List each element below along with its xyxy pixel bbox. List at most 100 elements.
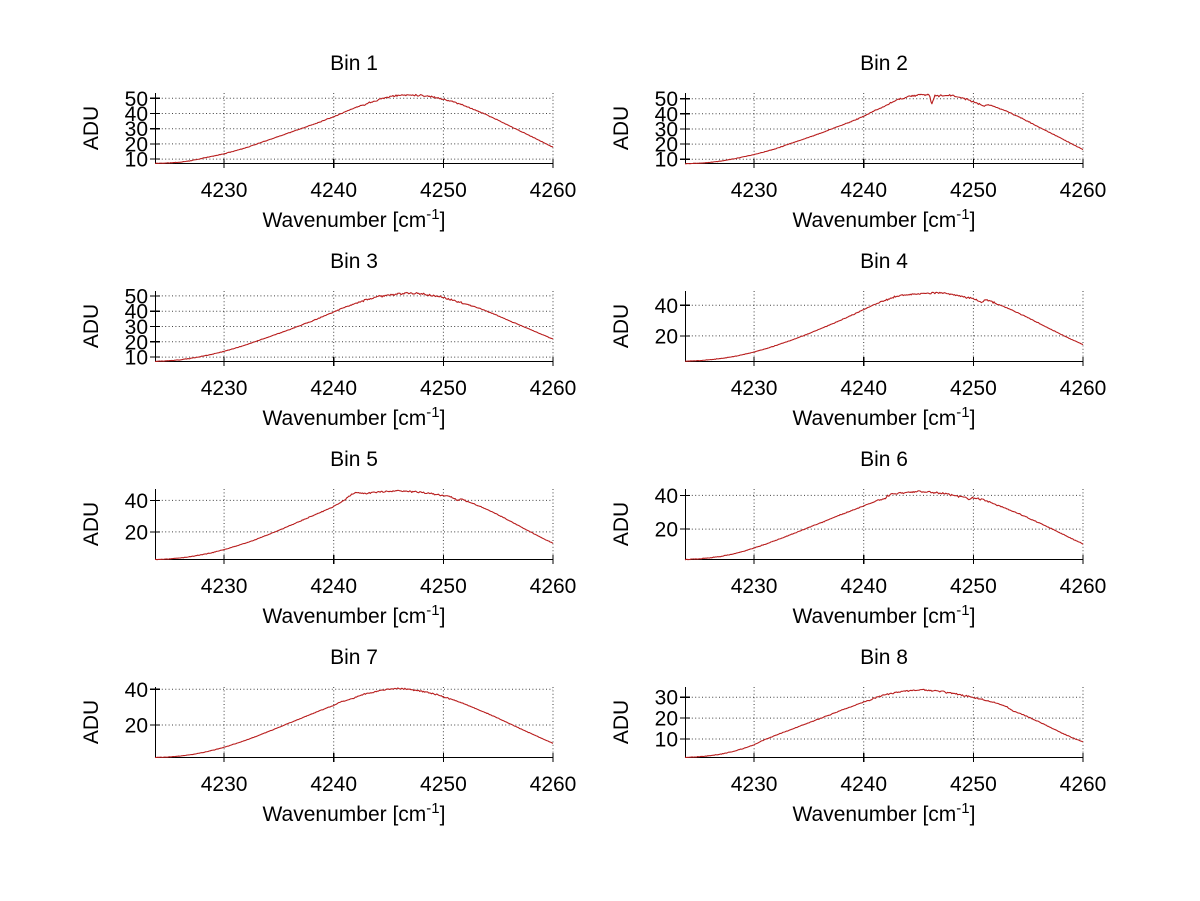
x-axis-label-text: Wavenumber [cm [262, 605, 427, 628]
y-tick-label: 20 [655, 325, 678, 348]
spectrum-line [154, 291, 554, 363]
x-tick-label: 4250 [420, 773, 467, 796]
y-tick-label: 10 [655, 149, 678, 172]
y-tick-label: 20 [655, 519, 678, 542]
x-tick-label: 4240 [310, 773, 357, 796]
x-tick-label: 4250 [420, 179, 467, 202]
x-axis-label-superscript: -1 [956, 206, 970, 223]
x-axis-label-text: Wavenumber [cm [792, 407, 957, 430]
x-tick-label: 4260 [530, 179, 577, 202]
y-tick-label: 20 [655, 708, 678, 731]
x-tick-label: 4250 [950, 179, 997, 202]
subplot-title: Bin 3 [330, 250, 378, 273]
x-axis-label-suffix: ] [439, 803, 446, 826]
y-axis-label: ADU [80, 303, 103, 349]
subplot-bin-6: Bin 6 ADU 20 40 4230 4240 4250 4260 Wavenumbe… [610, 448, 1106, 628]
subplot-title: Bin 7 [330, 646, 378, 669]
y-tick-label: 10 [125, 149, 148, 172]
x-tick-label: 4240 [840, 377, 887, 400]
x-axis-label: Wavenumber [cm-1] [685, 603, 1083, 629]
y-tick-label: 40 [655, 103, 678, 126]
x-tick-label: 4230 [201, 773, 248, 796]
plot-area: 20 40 4230 4240 4250 4260 [125, 489, 576, 598]
y-tick-label: 30 [125, 118, 148, 141]
y-axis-label: ADU [610, 303, 633, 349]
y-tick-label: 40 [655, 295, 678, 318]
x-axis-label-suffix: ] [439, 407, 446, 430]
subplot-bin-1: Bin 1 ADU 10 20 30 40 50 4230 4240 4250 4260 Wav… [80, 52, 577, 232]
subplot-bin-7: Bin 7 ADU 20 40 4230 4240 4250 4260 Wavenumbe… [80, 646, 576, 826]
y-axis-label: ADU [610, 699, 633, 745]
x-axis-label-suffix: ] [969, 407, 976, 430]
x-tick-label: 4250 [950, 773, 997, 796]
subplot-title: Bin 1 [330, 52, 378, 75]
subplot-bin-3: Bin 3 ADU 10 20 30 40 50 4230 4240 4250 4260 Wav… [80, 250, 577, 430]
x-axis-label: Wavenumber [cm-1] [685, 800, 1083, 827]
spectrum-line [685, 291, 1084, 362]
x-tick-label: 4230 [201, 575, 248, 598]
y-tick-label: 20 [125, 331, 148, 354]
subplot-bin-5: Bin 5 ADU 20 40 4230 4240 4250 4260 Wavenumbe… [80, 448, 576, 628]
subplot-bin-4: Bin 4 ADU 20 40 4230 4240 4250 4260 Wavenumbe… [610, 250, 1106, 430]
x-axis-label-text: Wavenumber [cm [262, 209, 427, 232]
subplot-title: Bin 5 [330, 448, 378, 471]
spectrum-line [684, 490, 1084, 561]
x-axis-label-suffix: ] [439, 605, 446, 628]
x-axis-label-suffix: ] [439, 209, 446, 232]
subplot-title: Bin 8 [860, 646, 908, 669]
x-axis-label-superscript: -1 [426, 800, 440, 817]
y-tick-label: 30 [125, 316, 148, 339]
y-tick-label: 30 [655, 687, 678, 710]
x-axis-label-superscript: -1 [956, 800, 970, 817]
y-axis-label: ADU [610, 105, 633, 151]
subplot-bin-8: Bin 8 ADU 10 20 30 4230 4240 4250 4260 Wavenum… [610, 646, 1107, 826]
y-tick-label: 20 [125, 521, 148, 544]
y-tick-label: 40 [655, 485, 678, 508]
y-axis-label: ADU [80, 699, 103, 745]
x-tick-label: 4250 [420, 377, 467, 400]
x-tick-label: 4230 [731, 773, 778, 796]
x-tick-label: 4250 [950, 377, 997, 400]
x-axis-label: Wavenumber [cm-1] [155, 800, 553, 827]
x-axis-label-superscript: -1 [956, 404, 970, 421]
x-axis-label-superscript: -1 [426, 206, 440, 223]
x-tick-label: 4260 [530, 773, 577, 796]
y-tick-label: 50 [655, 88, 678, 111]
x-tick-label: 4240 [310, 575, 357, 598]
x-tick-label: 4260 [1060, 377, 1107, 400]
subplot-bin-2: Bin 2 ADU 10 20 30 40 50 4230 4240 4250 4260 Wav… [610, 52, 1106, 232]
y-tick-label: 40 [125, 103, 148, 126]
x-tick-label: 4240 [310, 179, 357, 202]
x-tick-label: 4230 [201, 179, 248, 202]
x-axis-label-superscript: -1 [426, 404, 440, 421]
subplot-title: Bin 6 [860, 448, 908, 471]
spectrum-line [154, 489, 554, 561]
x-tick-label: 4230 [731, 575, 778, 598]
x-axis-label-text: Wavenumber [cm [792, 209, 957, 232]
x-tick-label: 4240 [840, 773, 887, 796]
y-tick-label: 40 [125, 679, 148, 702]
x-axis-label: Wavenumber [cm-1] [155, 603, 553, 629]
x-axis-label: Wavenumber [cm-1] [685, 404, 1083, 431]
y-tick-label: 40 [125, 490, 148, 513]
x-axis-label-text: Wavenumber [cm [792, 605, 957, 628]
y-tick-label: 40 [125, 301, 148, 324]
x-axis-label: Wavenumber [cm-1] [155, 206, 553, 233]
plot-area: 20 40 4230 4240 4250 4260 [655, 291, 1106, 400]
y-tick-label: 50 [125, 88, 148, 111]
subplot-title: Bin 4 [860, 250, 908, 273]
spectrum-line [684, 93, 1084, 165]
spectrum-line [684, 688, 1084, 758]
x-axis-label-suffix: ] [969, 209, 976, 232]
y-tick-label: 30 [655, 119, 678, 142]
y-tick-label: 20 [125, 715, 148, 738]
y-tick-label: 10 [125, 347, 148, 370]
x-tick-label: 4240 [840, 575, 887, 598]
y-tick-label: 20 [655, 134, 678, 157]
x-tick-label: 4230 [731, 377, 778, 400]
subplot-title: Bin 2 [860, 52, 908, 75]
